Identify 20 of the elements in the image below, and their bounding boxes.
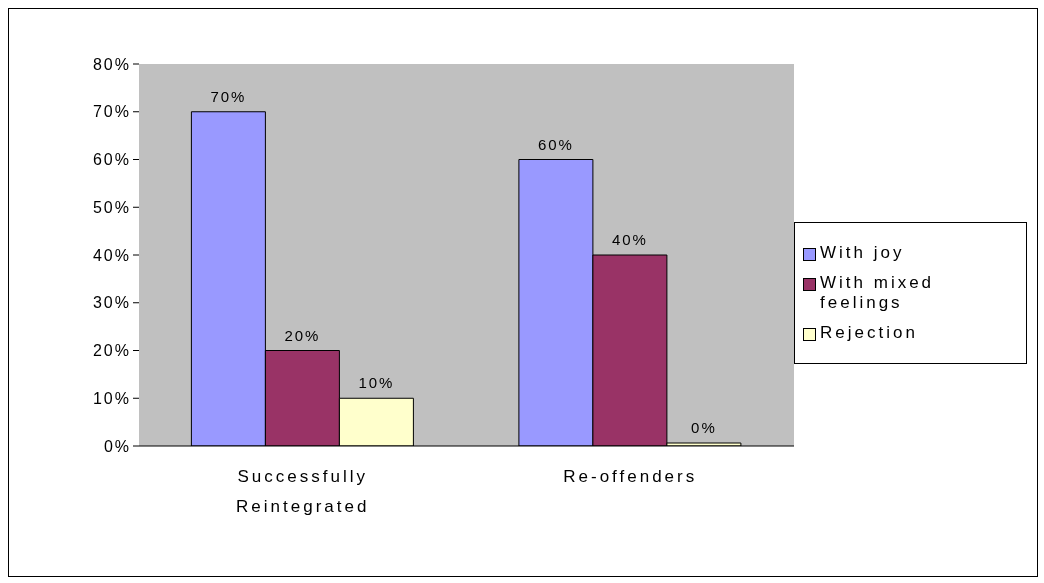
data-label: 70% (210, 87, 247, 105)
y-tick-label: 30% (92, 294, 131, 312)
data-label: 20% (284, 326, 321, 344)
x-tick-label: Re-offenders (563, 467, 698, 486)
y-tick-label: 60% (92, 151, 131, 169)
legend-label: With joy (820, 242, 905, 263)
y-tick-label: 40% (92, 246, 131, 264)
data-label: 40% (611, 231, 648, 248)
x-tick-label: Successfully Reintegrated (236, 467, 370, 516)
y-tick-label: 70% (92, 103, 131, 121)
data-label: 60% (537, 135, 574, 153)
y-tick-label: 10% (92, 389, 131, 407)
data-label: 0% (691, 419, 717, 436)
y-tick-label: 0% (103, 437, 131, 455)
legend-label: Rejection (820, 322, 918, 343)
y-tick-label: 80% (92, 55, 131, 73)
legend-label: With mixed feelings (820, 272, 936, 313)
y-tick-label: 20% (92, 342, 131, 360)
data-label: 10% (358, 374, 395, 392)
y-tick-label: 50% (92, 198, 131, 216)
